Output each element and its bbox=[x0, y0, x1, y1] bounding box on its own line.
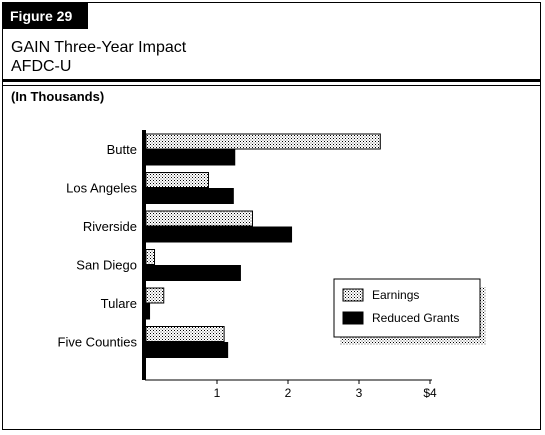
category-label: San Diego bbox=[76, 258, 137, 273]
legend-swatch-earnings bbox=[342, 288, 364, 302]
figure-label: Figure 29 bbox=[3, 3, 88, 29]
bar-reduced-grants-five-counties bbox=[145, 342, 229, 358]
legend-label: Reduced Grants bbox=[372, 311, 459, 325]
bar-earnings-riverside bbox=[145, 210, 253, 227]
figure-frame bbox=[2, 2, 541, 430]
bar-earnings-butte bbox=[145, 133, 381, 150]
bar-reduced-grants-san-diego bbox=[145, 265, 241, 281]
category-label: Tulare bbox=[101, 296, 137, 311]
bar-earnings-los-angeles bbox=[145, 172, 209, 188]
category-label: Los Angeles bbox=[66, 181, 137, 196]
category-label: Five Counties bbox=[58, 335, 138, 350]
chart-title: GAIN Three-Year Impact AFDC-U bbox=[11, 38, 186, 76]
title-line-2: AFDC-U bbox=[11, 58, 72, 75]
x-tick-label: 2 bbox=[285, 386, 292, 400]
title-line-1: GAIN Three-Year Impact bbox=[11, 39, 187, 56]
x-tick-label: 3 bbox=[356, 386, 363, 400]
title-rule-thick bbox=[2, 79, 541, 82]
bar-earnings-five-counties bbox=[145, 326, 225, 342]
y-axis-line bbox=[142, 130, 146, 380]
category-label: Butte bbox=[107, 142, 137, 157]
x-tick-label: 1 bbox=[214, 386, 221, 400]
title-rule-thin bbox=[2, 85, 541, 86]
bar-reduced-grants-tulare bbox=[145, 303, 151, 320]
legend-label: Earnings bbox=[372, 288, 419, 302]
bar-earnings-san-diego bbox=[145, 249, 156, 265]
bar-reduced-grants-butte bbox=[145, 149, 236, 166]
x-tick-label: $4 bbox=[423, 386, 437, 400]
bar-earnings-tulare bbox=[145, 287, 165, 304]
bar-reduced-grants-riverside bbox=[145, 226, 293, 243]
units-label: (In Thousands) bbox=[11, 89, 105, 104]
legend-swatch-reduced-grants bbox=[342, 311, 364, 325]
bar-reduced-grants-los-angeles bbox=[145, 188, 234, 204]
category-label: Riverside bbox=[83, 219, 137, 234]
